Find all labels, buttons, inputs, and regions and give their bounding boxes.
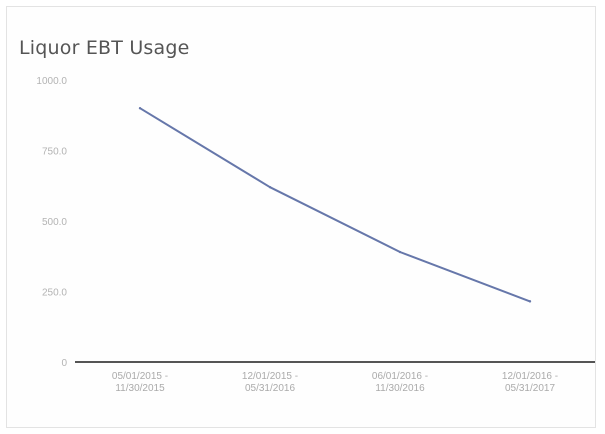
- x-tick-label: 12/01/2016 -: [502, 371, 558, 382]
- y-tick-label: 750.0: [42, 147, 67, 158]
- data-point: [138, 107, 142, 110]
- y-tick-label: 1000.0: [36, 76, 67, 87]
- x-tick-label: 12/01/2015 -: [242, 371, 298, 382]
- x-tick-label: 05/31/2016: [245, 383, 295, 394]
- x-tick-label: 06/01/2016 -: [372, 371, 428, 382]
- y-tick-label: 0: [61, 358, 67, 369]
- x-tick-label: 05/31/2017: [505, 383, 555, 394]
- chart-title: Liquor EBT Usage: [19, 37, 190, 59]
- chart-card: Liquor EBT Usage: [6, 6, 596, 428]
- y-tick-label: 500.0: [42, 217, 67, 228]
- data-point: [268, 185, 272, 189]
- x-tick-label: 11/30/2016: [375, 383, 425, 394]
- x-tick-label: 11/30/2015: [115, 383, 165, 394]
- data-point: [398, 250, 402, 254]
- data-point: [528, 300, 532, 303]
- x-tick-label: 05/01/2015 -: [112, 371, 168, 382]
- series-line: [139, 107, 531, 303]
- y-tick-label: 250.0: [42, 288, 67, 299]
